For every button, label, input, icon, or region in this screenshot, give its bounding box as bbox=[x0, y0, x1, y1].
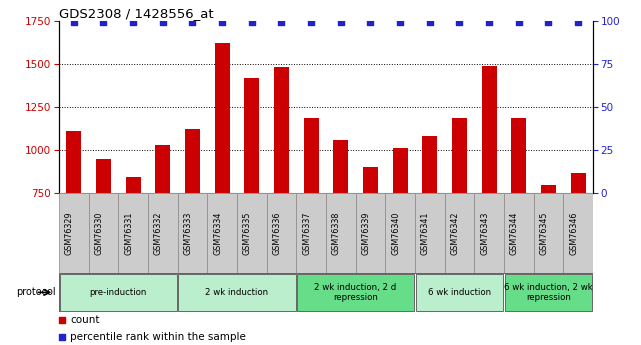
Text: GSM76343: GSM76343 bbox=[480, 211, 489, 255]
Text: GSM76331: GSM76331 bbox=[124, 211, 133, 255]
Text: percentile rank within the sample: percentile rank within the sample bbox=[70, 332, 246, 342]
Bar bbox=[126, 177, 140, 193]
Point bbox=[57, 334, 67, 340]
Point bbox=[158, 20, 168, 25]
Point bbox=[276, 20, 287, 25]
Bar bbox=[148, 193, 178, 273]
Bar bbox=[119, 193, 148, 273]
Point bbox=[336, 20, 346, 25]
Bar bbox=[215, 43, 229, 193]
Text: GDS2308 / 1428556_at: GDS2308 / 1428556_at bbox=[59, 7, 213, 20]
Bar bbox=[296, 193, 326, 273]
Point bbox=[187, 20, 197, 25]
Text: GSM76329: GSM76329 bbox=[65, 211, 74, 255]
Point bbox=[484, 20, 494, 25]
Bar bbox=[512, 118, 526, 193]
Bar bbox=[59, 193, 88, 273]
Bar bbox=[67, 131, 81, 193]
Text: GSM76345: GSM76345 bbox=[540, 211, 549, 255]
Point bbox=[57, 317, 67, 323]
Point bbox=[395, 20, 405, 25]
Point bbox=[69, 20, 79, 25]
Point bbox=[98, 20, 108, 25]
Bar bbox=[504, 193, 533, 273]
Text: GSM76336: GSM76336 bbox=[272, 211, 281, 255]
Bar bbox=[297, 274, 414, 310]
Point bbox=[365, 20, 376, 25]
Bar bbox=[60, 274, 177, 310]
Text: GSM76339: GSM76339 bbox=[362, 211, 370, 255]
Text: pre-induction: pre-induction bbox=[90, 288, 147, 297]
Bar bbox=[363, 167, 378, 193]
Text: protocol: protocol bbox=[16, 287, 56, 297]
Bar bbox=[504, 274, 592, 310]
Point bbox=[544, 20, 554, 25]
Bar bbox=[385, 193, 415, 273]
Bar bbox=[237, 193, 267, 273]
Bar bbox=[207, 193, 237, 273]
Bar bbox=[415, 193, 445, 273]
Bar bbox=[333, 140, 348, 193]
Point bbox=[513, 20, 524, 25]
Bar bbox=[445, 193, 474, 273]
Bar bbox=[96, 159, 111, 193]
Text: GSM76335: GSM76335 bbox=[243, 211, 252, 255]
Text: GSM76338: GSM76338 bbox=[332, 211, 341, 255]
Bar bbox=[452, 118, 467, 193]
Bar bbox=[533, 193, 563, 273]
Text: GSM76344: GSM76344 bbox=[510, 211, 519, 255]
Text: 6 wk induction: 6 wk induction bbox=[428, 288, 491, 297]
Bar bbox=[274, 67, 289, 193]
Point bbox=[424, 20, 435, 25]
Bar bbox=[244, 78, 259, 193]
Bar bbox=[326, 193, 356, 273]
Bar bbox=[267, 193, 296, 273]
Bar bbox=[415, 274, 503, 310]
Bar bbox=[178, 274, 296, 310]
Bar bbox=[541, 185, 556, 193]
Bar bbox=[393, 148, 408, 193]
Bar bbox=[474, 193, 504, 273]
Bar bbox=[481, 66, 497, 193]
Bar bbox=[88, 193, 119, 273]
Text: 6 wk induction, 2 wk
repression: 6 wk induction, 2 wk repression bbox=[504, 283, 593, 302]
Bar bbox=[185, 128, 200, 193]
Bar bbox=[155, 145, 171, 193]
Point bbox=[454, 20, 465, 25]
Text: GSM76333: GSM76333 bbox=[183, 211, 192, 255]
Text: count: count bbox=[70, 315, 100, 325]
Point bbox=[247, 20, 257, 25]
Text: GSM76341: GSM76341 bbox=[420, 211, 429, 255]
Text: GSM76346: GSM76346 bbox=[569, 211, 578, 255]
Text: 2 wk induction: 2 wk induction bbox=[205, 288, 269, 297]
Text: 2 wk induction, 2 d
repression: 2 wk induction, 2 d repression bbox=[315, 283, 397, 302]
Text: GSM76340: GSM76340 bbox=[391, 211, 400, 255]
Point bbox=[217, 20, 228, 25]
Text: GSM76334: GSM76334 bbox=[213, 211, 222, 255]
Bar bbox=[304, 118, 319, 193]
Bar bbox=[563, 193, 593, 273]
Text: GSM76330: GSM76330 bbox=[94, 211, 103, 255]
Bar bbox=[356, 193, 385, 273]
Text: GSM76332: GSM76332 bbox=[154, 211, 163, 255]
Bar bbox=[422, 136, 437, 193]
Point bbox=[128, 20, 138, 25]
Point bbox=[306, 20, 316, 25]
Bar bbox=[178, 193, 207, 273]
Point bbox=[573, 20, 583, 25]
Text: GSM76337: GSM76337 bbox=[302, 211, 311, 255]
Text: GSM76342: GSM76342 bbox=[451, 211, 460, 255]
Bar bbox=[570, 172, 585, 193]
